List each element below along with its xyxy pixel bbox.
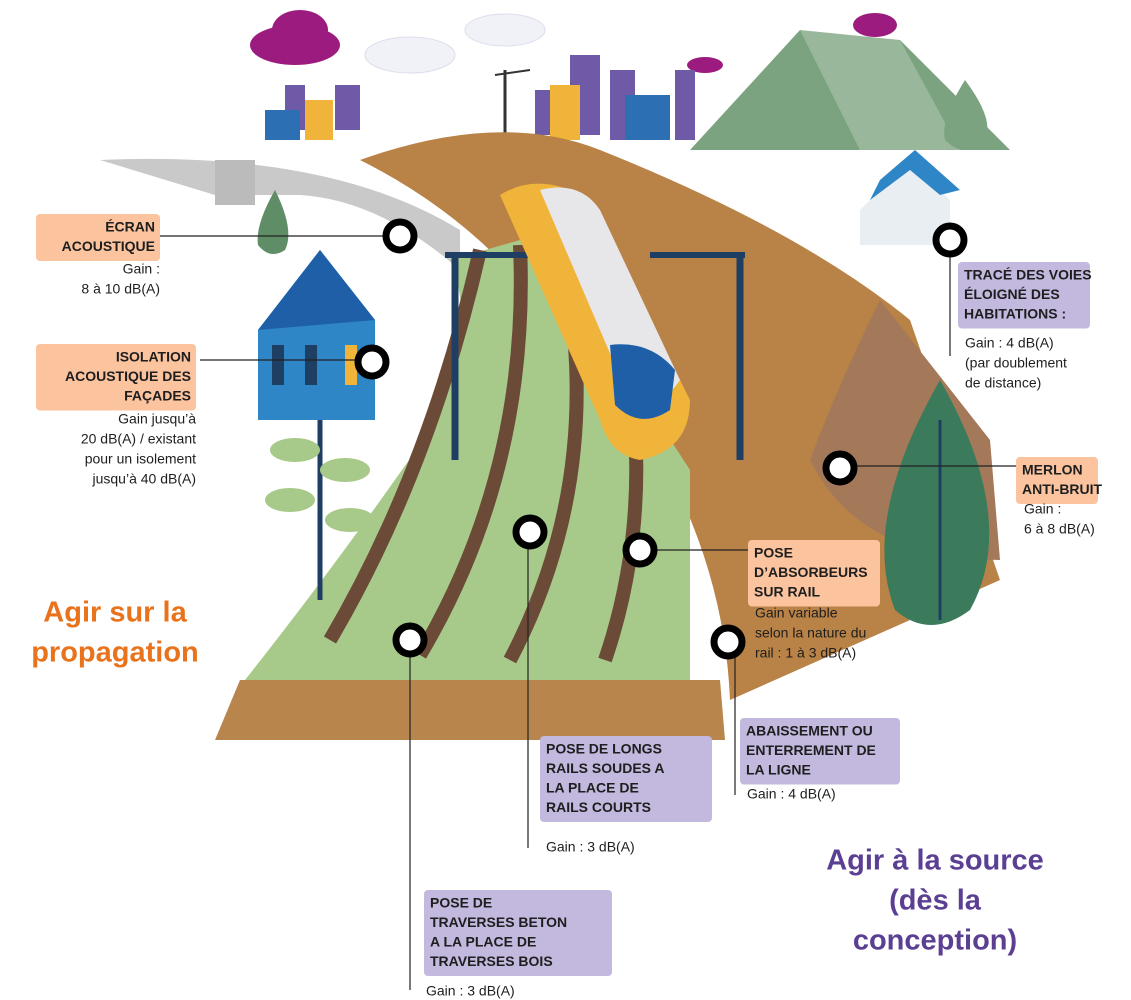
label-title: POSE DE [430, 894, 492, 910]
label-title: ENTERREMENT DE [746, 742, 876, 758]
marker-ring [358, 348, 386, 376]
body: ÉCRAN ACOUSTIQUE Gain : 8 à 10 dB(A) ISOLATI… [0, 0, 1131, 1000]
marker-ring [516, 518, 544, 546]
label-title: ACOUSTIQUE [62, 238, 155, 254]
label-title: A LA PLACE DE [430, 933, 536, 949]
label-title: FAÇADES [124, 387, 191, 403]
label-gain: Gain : 4 dB(A) [965, 335, 1054, 351]
label-title: ANTI-BRUIT [1022, 481, 1103, 497]
label-title: ACOUSTIQUE DES [65, 368, 191, 384]
label-gain: Gain jusqu’à [118, 411, 196, 427]
marker-ring [936, 226, 964, 254]
marker-ring [626, 536, 654, 564]
label-title: TRAVERSES BOIS [430, 953, 553, 969]
marker-ring [396, 626, 424, 654]
label-title: D’ABSORBEURS [754, 564, 868, 580]
label-gain: de distance) [965, 375, 1041, 391]
label-gain: 20 dB(A) / existant [81, 431, 196, 447]
label-title: SUR RAIL [754, 583, 821, 599]
label-gain: (par doublement [965, 355, 1067, 371]
label-title: POSE DE LONGS [546, 740, 662, 756]
heading-propagation: propagation [31, 637, 199, 669]
label-title: ÉLOIGNÉ DES [964, 286, 1060, 302]
label-gain: selon la nature du [755, 625, 866, 641]
label-gain: Gain : 3 dB(A) [426, 983, 515, 999]
infographic: ÉCRAN ACOUSTIQUE Gain : 8 à 10 dB(A) ISOLATI… [0, 0, 1131, 1000]
marker-ring [386, 222, 414, 250]
marker-ring [714, 628, 742, 656]
label-title: MERLON [1022, 461, 1083, 477]
label-title: TRACÉ DES VOIES [964, 266, 1092, 282]
label-gain: Gain : [1024, 501, 1061, 517]
label-title: TRAVERSES BETON [430, 914, 567, 930]
label-title: ISOLATION [116, 348, 191, 364]
illustration [100, 10, 1010, 740]
heading-source: Agir à la source [826, 845, 1044, 877]
label-gain: 8 à 10 dB(A) [81, 281, 160, 297]
label-gain: Gain : 4 dB(A) [747, 786, 836, 802]
heading-propagation: Agir sur la [43, 597, 187, 629]
label-gain: Gain : [123, 261, 160, 277]
marker-ring [826, 454, 854, 482]
label-gain: 6 à 8 dB(A) [1024, 521, 1095, 537]
label-title: RAILS SOUDES A [546, 760, 665, 776]
label-gain: jusqu’à 40 dB(A) [91, 471, 196, 487]
label-title: LA PLACE DE [546, 779, 639, 795]
label-title: ÉCRAN [105, 218, 155, 234]
label-gain: pour un isolement [85, 451, 196, 467]
label-gain: Gain : 3 dB(A) [546, 839, 635, 855]
heading-source: conception) [853, 925, 1017, 957]
label-gain: Gain variable [755, 605, 838, 621]
label-title: ABAISSEMENT OU [746, 722, 873, 738]
page: Agir sur le bruit ferroviaire {"headings… [0, 0, 1131, 1000]
label-title: RAILS COURTS [546, 799, 651, 815]
label-title: HABITATIONS : [964, 305, 1066, 321]
heading-source: (dès la [889, 885, 982, 917]
label-gain: rail : 1 à 3 dB(A) [755, 645, 856, 661]
label-title: LA LIGNE [746, 761, 811, 777]
label-title: POSE [754, 544, 793, 560]
